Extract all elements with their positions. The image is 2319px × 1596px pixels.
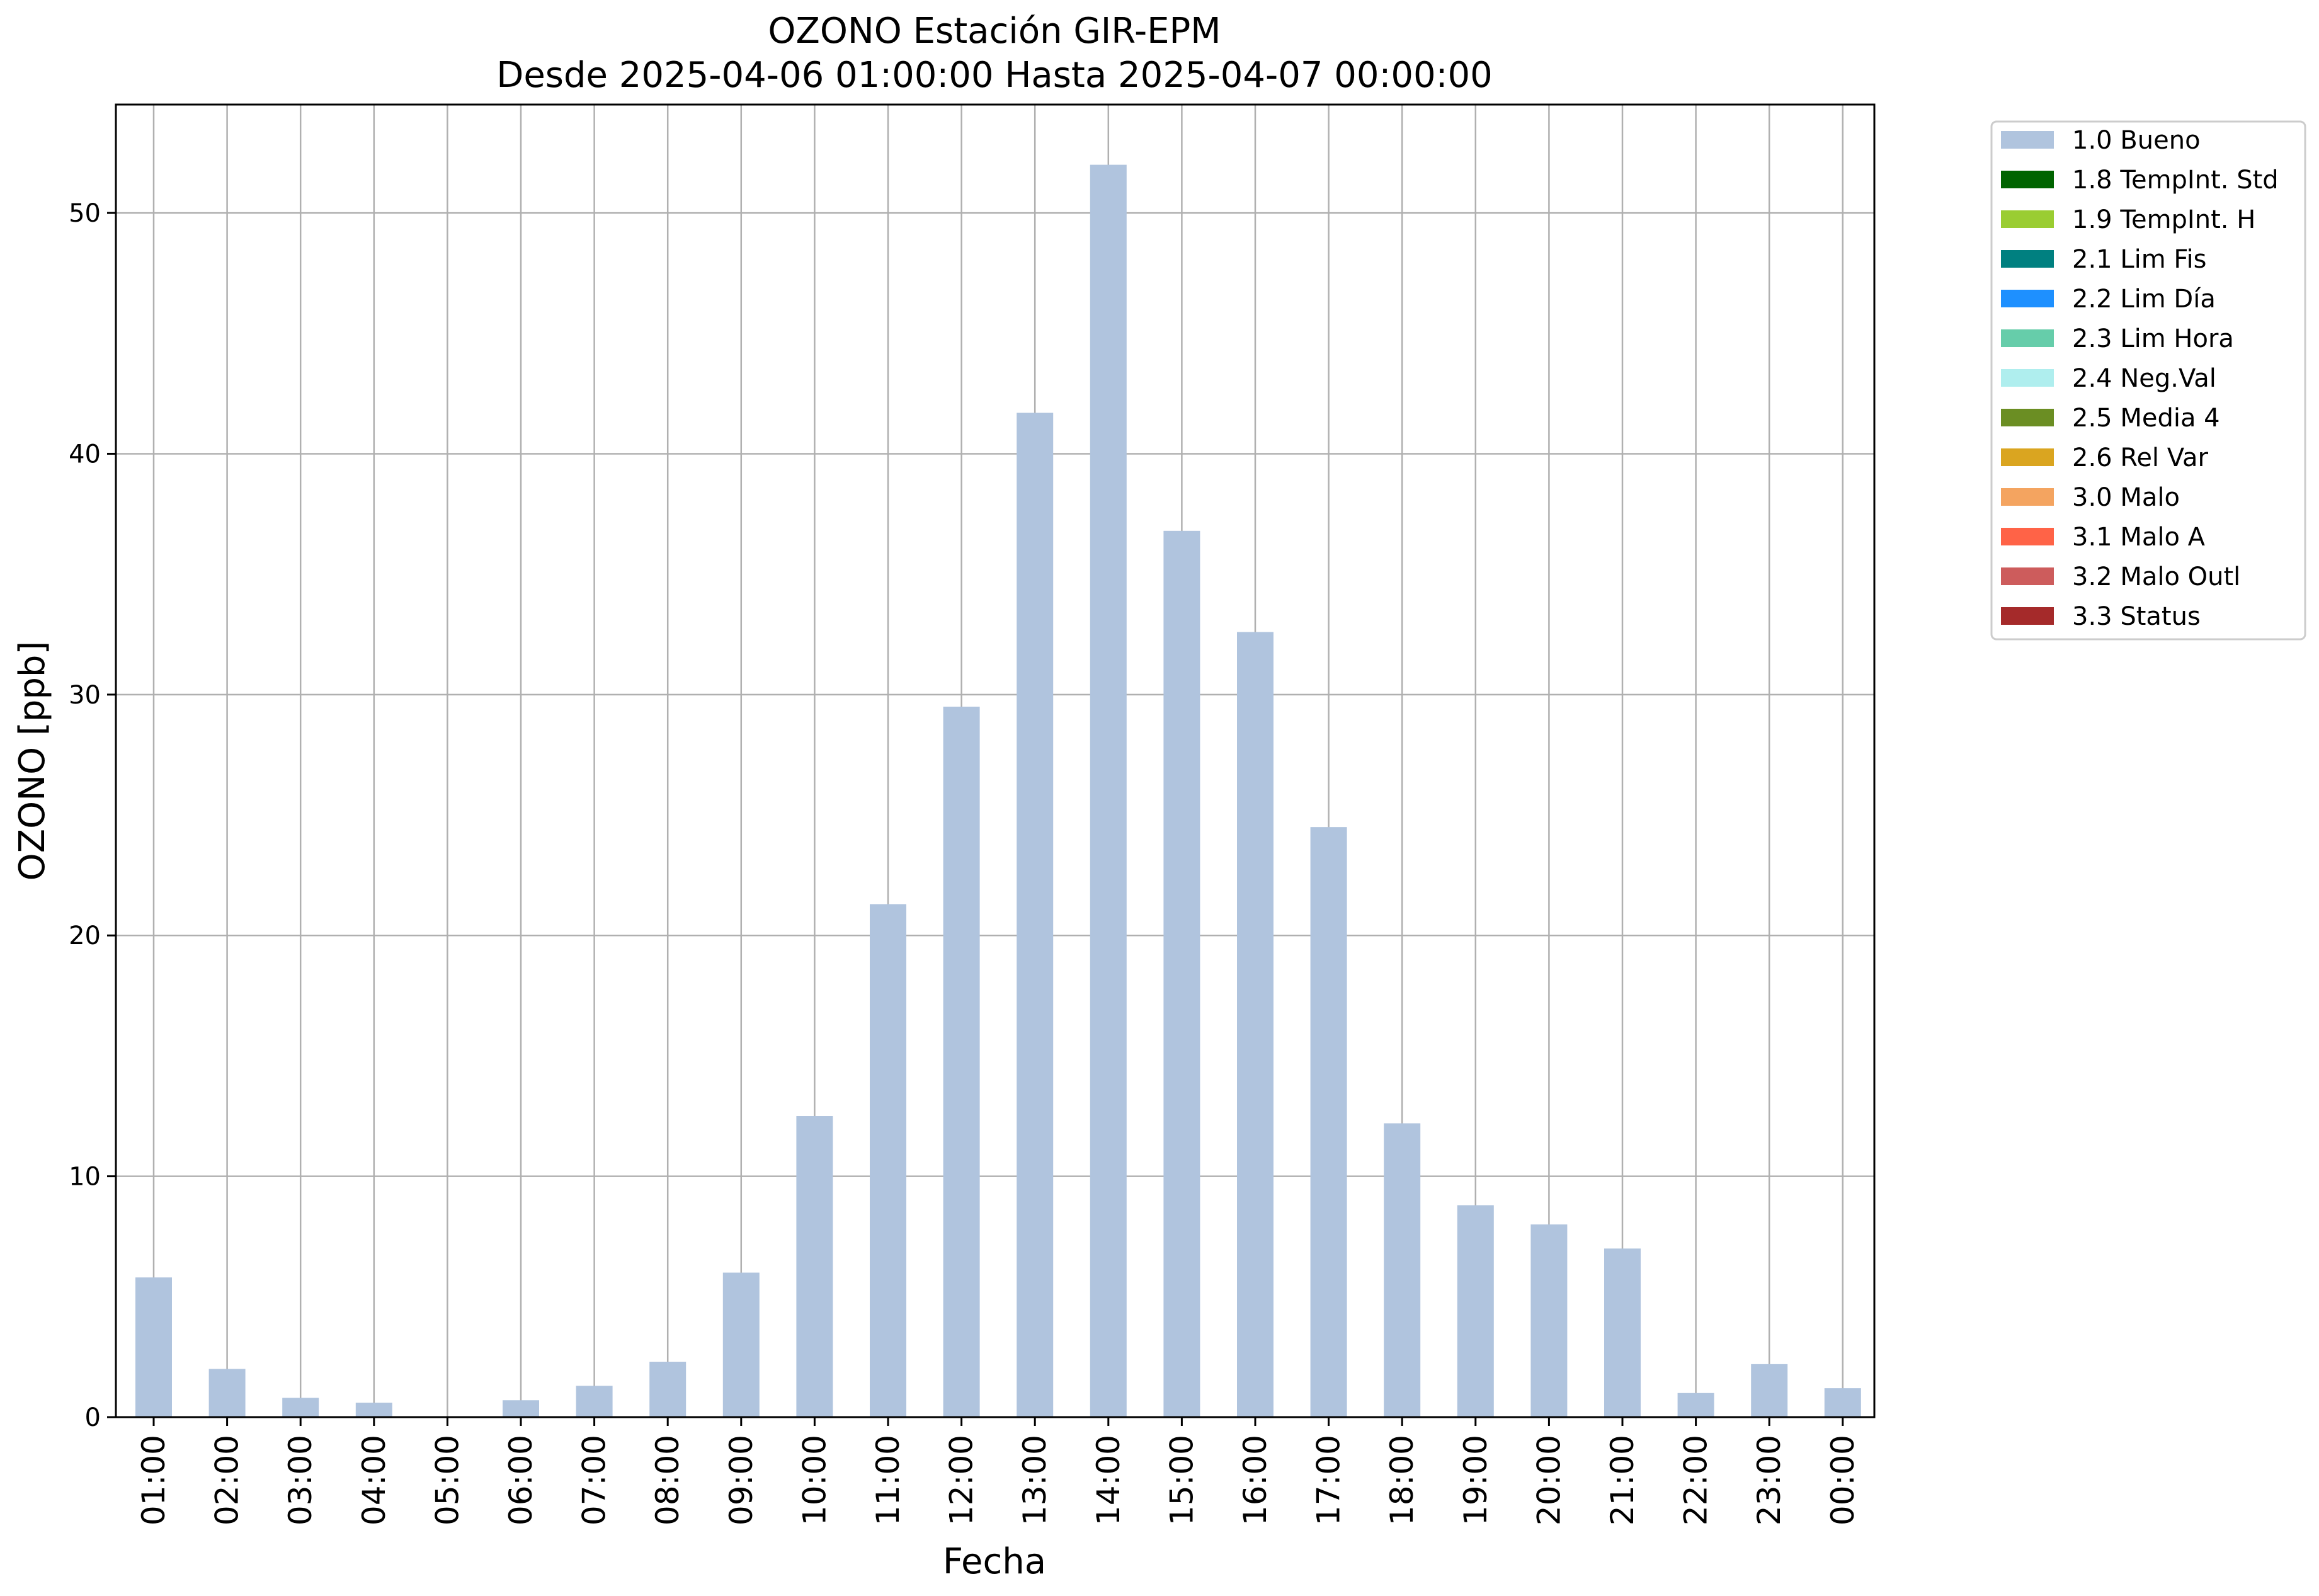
x-tick-label: 15:00 (1163, 1435, 1200, 1525)
y-axis-label: OZONO [ppb] (12, 641, 53, 881)
bar (1604, 1248, 1641, 1417)
bar (1751, 1364, 1788, 1417)
bar (796, 1116, 833, 1417)
legend-swatch (2001, 369, 2054, 387)
x-tick-label: 03:00 (282, 1435, 319, 1525)
x-tick-label: 19:00 (1457, 1435, 1494, 1525)
bar (503, 1400, 539, 1417)
legend-label: 1.8 TempInt. Std (2072, 166, 2279, 195)
legend-label: 2.4 Neg.Val (2072, 364, 2216, 393)
y-axis: 0 10 20 30 40 50 (69, 199, 116, 1432)
legend-swatch (2001, 409, 2054, 426)
x-tick-label: 17:00 (1311, 1435, 1347, 1525)
bar (355, 1403, 392, 1417)
x-tick-label: 08:00 (649, 1435, 686, 1525)
legend-frame (1990, 120, 2306, 641)
bar (649, 1362, 687, 1417)
legend-label: 2.5 Media 4 (2072, 404, 2220, 433)
x-tick-label: 12:00 (943, 1435, 980, 1525)
x-tick-label: 20:00 (1530, 1435, 1567, 1525)
x-tick-label: 23:00 (1751, 1435, 1787, 1525)
bar (1824, 1388, 1861, 1417)
x-tick-label: 05:00 (429, 1435, 465, 1525)
x-axis-label: Fecha (943, 1541, 1046, 1582)
x-tick-label: 07:00 (576, 1435, 613, 1525)
y-tick-label: 40 (69, 440, 101, 469)
legend-swatch (2001, 171, 2054, 188)
x-tick-label: 02:00 (209, 1435, 246, 1525)
legend-label: 3.3 Status (2072, 602, 2201, 631)
bar (208, 1369, 246, 1417)
x-tick-label: 01:00 (135, 1435, 172, 1525)
bars-group (135, 164, 1861, 1418)
legend-swatch (2001, 131, 2054, 149)
bar (943, 706, 980, 1417)
x-tick-label: 10:00 (796, 1435, 833, 1525)
bar (1310, 827, 1347, 1417)
legend-label: 2.6 Rel Var (2072, 443, 2209, 472)
chart-subtitle: Desde 2025-04-06 01:00:00 Hasta 2025-04-… (496, 55, 1493, 96)
bar (1384, 1123, 1421, 1417)
legend: 1.0 Bueno 1.8 TempInt. Std 1.9 TempInt. H 2… (1990, 120, 2306, 641)
x-tick-label: 22:00 (1678, 1435, 1714, 1525)
legend-label: 2.1 Lim Fis (2072, 245, 2206, 274)
bar (576, 1386, 613, 1417)
x-tick-label: 13:00 (1017, 1435, 1053, 1525)
bar (870, 904, 906, 1417)
bar (1530, 1224, 1568, 1417)
legend-label: 2.3 Lim Hora (2072, 324, 2234, 353)
legend-swatch (2001, 607, 2054, 625)
legend-swatch (2001, 210, 2054, 228)
x-tick-label: 00:00 (1825, 1435, 1861, 1525)
bar (1017, 413, 1054, 1418)
x-tick-label: 04:00 (356, 1435, 392, 1525)
y-tick-label: 50 (69, 199, 101, 228)
bar (1237, 632, 1273, 1417)
legend-label: 3.1 Malo A (2072, 523, 2206, 552)
legend-swatch (2001, 290, 2054, 307)
legend-label: 2.2 Lim Día (2072, 285, 2216, 314)
x-tick-label: 11:00 (870, 1435, 906, 1525)
x-tick-label: 16:00 (1237, 1435, 1273, 1525)
x-axis: 01:00 02:00 03:00 04:00 05:00 06:00 07:00 08:00… (135, 1417, 1861, 1525)
y-tick-label: 20 (69, 921, 101, 950)
y-tick-label: 10 (69, 1163, 101, 1192)
legend-swatch (2001, 567, 2054, 585)
legend-swatch (2001, 329, 2054, 347)
legend-swatch (2001, 488, 2054, 506)
x-tick-label: 09:00 (723, 1435, 760, 1525)
bar (135, 1277, 172, 1417)
legend-label: 3.2 Malo Outl (2072, 562, 2240, 591)
y-tick-label: 30 (69, 681, 101, 710)
y-tick-label: 0 (85, 1403, 101, 1432)
bar (1163, 530, 1200, 1417)
bar (1090, 164, 1127, 1418)
legend-swatch (2001, 250, 2054, 268)
x-tick-label: 21:00 (1604, 1435, 1641, 1525)
plot-area-frame (115, 103, 1876, 1418)
legend-swatch (2001, 528, 2054, 545)
bar (282, 1398, 319, 1417)
bar (1457, 1205, 1494, 1417)
x-tick-label: 18:00 (1384, 1435, 1420, 1525)
legend-label: 1.9 TempInt. H (2072, 205, 2255, 234)
chart-title: OZONO Estación GIR-EPM (768, 11, 1221, 52)
legend-label: 1.0 Bueno (2072, 126, 2201, 155)
legend-swatch (2001, 448, 2054, 466)
bar (722, 1272, 760, 1417)
legend-label: 3.0 Malo (2072, 483, 2180, 512)
x-tick-label: 14:00 (1090, 1435, 1127, 1525)
x-tick-label: 06:00 (503, 1435, 539, 1525)
bar (1677, 1393, 1714, 1417)
